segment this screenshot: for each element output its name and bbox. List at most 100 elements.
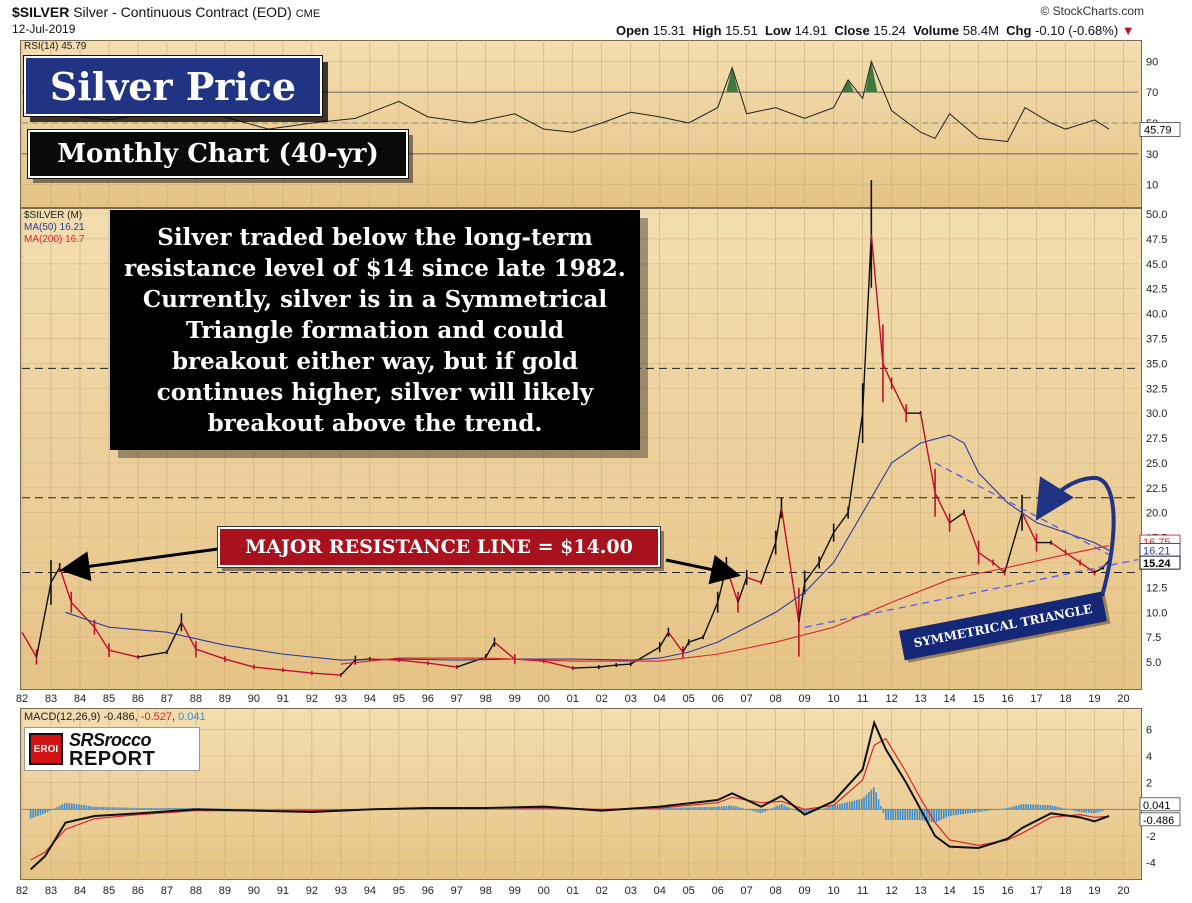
rsi-tick-label: 10 bbox=[1146, 180, 1158, 192]
macd-x-tick-label: 84 bbox=[74, 885, 86, 897]
price-segment bbox=[35, 582, 52, 658]
price-x-tick-label: 88 bbox=[190, 693, 202, 705]
rsi-current-label: 45.79 bbox=[1144, 124, 1172, 136]
price-x-tick-label: 11 bbox=[857, 693, 868, 705]
price-x-tick-label: 12 bbox=[885, 693, 897, 705]
chart-header-title: $SILVER Silver - Continuous Contract (EO… bbox=[12, 4, 320, 20]
price-segment bbox=[311, 672, 341, 676]
srsrocco-logo: EROI SRSrocco REPORT bbox=[24, 727, 200, 771]
price-segment bbox=[702, 602, 719, 638]
macd-x-tick-label: 04 bbox=[654, 885, 666, 897]
open-label: Open bbox=[616, 23, 650, 38]
macd-x-tick-label: 98 bbox=[480, 885, 492, 897]
price-x-tick-label: 83 bbox=[45, 693, 57, 705]
price-segment bbox=[195, 648, 226, 660]
macd-legend-main: MACD(12,26,9) -0.486 bbox=[24, 711, 135, 723]
price-segment bbox=[93, 626, 110, 651]
source-label: © StockCharts.com bbox=[1040, 4, 1144, 18]
price-current-box bbox=[1139, 555, 1181, 570]
price-x-tick-label: 09 bbox=[799, 693, 811, 705]
macd-x-tick-label: 10 bbox=[828, 885, 840, 897]
macd-tick-label: 4 bbox=[1146, 751, 1152, 763]
chg-label: Chg bbox=[1006, 23, 1032, 38]
macd-legend-hist: 0.041 bbox=[178, 711, 206, 723]
price-x-tick-label: 98 bbox=[480, 693, 492, 705]
price-tick-label: 47.5 bbox=[1146, 234, 1167, 246]
price-x-tick-label: 00 bbox=[538, 693, 550, 705]
macd-current-box bbox=[1139, 797, 1181, 812]
macd-x-tick-label: 94 bbox=[364, 885, 376, 897]
macd-x-tick-label: 11 bbox=[857, 885, 868, 897]
ohlc-readout: Open 15.31 High 15.51 Low 14.91 Close 15… bbox=[616, 23, 1135, 38]
price-current-label: 16.21 bbox=[1143, 545, 1171, 557]
price-tick-label: 7.5 bbox=[1146, 632, 1161, 644]
macd-x-tick-label: 08 bbox=[770, 885, 782, 897]
macd-tick-label: -2 bbox=[1146, 831, 1156, 843]
macd-x-tick-label: 17 bbox=[1030, 885, 1042, 897]
price-x-tick-label: 19 bbox=[1088, 693, 1100, 705]
macd-legend: MACD(12,26,9) -0.486, -0.527, 0.041 bbox=[24, 711, 206, 723]
price-x-tick-label: 96 bbox=[422, 693, 434, 705]
price-segment bbox=[667, 631, 684, 653]
price-tick-label: 42.5 bbox=[1146, 284, 1167, 296]
rsi-overbought-fill bbox=[865, 61, 878, 93]
price-segment bbox=[934, 492, 951, 523]
price-segment bbox=[774, 507, 783, 543]
macd-tick-label: 6 bbox=[1146, 724, 1152, 736]
price-segment bbox=[1050, 542, 1066, 554]
macd-x-tick-label: 03 bbox=[625, 885, 637, 897]
price-segment bbox=[890, 382, 907, 414]
price-segment bbox=[870, 233, 884, 364]
low-value: 14.91 bbox=[794, 23, 828, 38]
price-x-tick-label: 93 bbox=[335, 693, 347, 705]
chart-date: 12-Jul-2019 bbox=[12, 22, 76, 36]
rsi-current-box bbox=[1139, 122, 1181, 137]
price-x-tick-label: 06 bbox=[712, 693, 724, 705]
macd-x-tick-label: 06 bbox=[712, 885, 724, 897]
rsi-overbought-fill bbox=[726, 67, 739, 93]
chart-title-box: Silver Price bbox=[23, 55, 323, 117]
price-x-tick-label: 17 bbox=[1030, 693, 1042, 705]
price-segment bbox=[847, 413, 864, 513]
price-x-tick-label: 90 bbox=[248, 693, 260, 705]
price-segment bbox=[804, 562, 820, 583]
macd-x-tick-label: 19 bbox=[1088, 885, 1100, 897]
macd-current-label: -0.486 bbox=[1143, 815, 1174, 827]
price-legend-symbol: $SILVER (M) bbox=[24, 210, 83, 221]
macd-x-tick-label: 14 bbox=[943, 885, 955, 897]
breakout-curved-arrow bbox=[1035, 475, 1116, 597]
price-segment bbox=[494, 641, 516, 660]
price-segment bbox=[688, 636, 704, 643]
price-x-tick-label: 95 bbox=[393, 693, 405, 705]
macd-x-tick-label: 89 bbox=[219, 885, 231, 897]
low-label: Low bbox=[764, 23, 791, 38]
price-segment bbox=[833, 512, 849, 534]
price-segment bbox=[282, 669, 312, 674]
price-segment bbox=[1094, 566, 1104, 574]
ma200-line bbox=[340, 545, 1110, 665]
price-segment bbox=[682, 641, 690, 653]
price-x-tick-label: 18 bbox=[1059, 693, 1071, 705]
price-segment bbox=[50, 567, 61, 583]
macd-x-tick-label: 16 bbox=[1001, 885, 1013, 897]
macd-x-tick-label: 86 bbox=[132, 885, 144, 897]
volume-label: Volume bbox=[913, 23, 960, 38]
price-x-tick-label: 87 bbox=[161, 693, 173, 705]
rsi-legend: RSI(14) 45.79 bbox=[24, 41, 87, 52]
price-segment bbox=[882, 363, 893, 384]
price-segment bbox=[919, 413, 936, 493]
price-segment bbox=[253, 666, 283, 671]
price-tick-label: 35.0 bbox=[1146, 358, 1167, 370]
ma50-line bbox=[65, 434, 1110, 661]
macd-tick-label: -4 bbox=[1146, 858, 1156, 870]
price-tick-label: 25.0 bbox=[1146, 458, 1167, 470]
price-segment bbox=[780, 507, 800, 623]
price-x-tick-label: 01 bbox=[567, 693, 579, 705]
macd-x-tick-label: 99 bbox=[509, 885, 521, 897]
arrow-to-2006-peak bbox=[665, 554, 741, 585]
price-segment bbox=[456, 656, 487, 668]
price-segment bbox=[760, 542, 777, 583]
price-tick-label: 45.0 bbox=[1146, 259, 1167, 271]
macd-x-tick-label: 92 bbox=[306, 885, 318, 897]
